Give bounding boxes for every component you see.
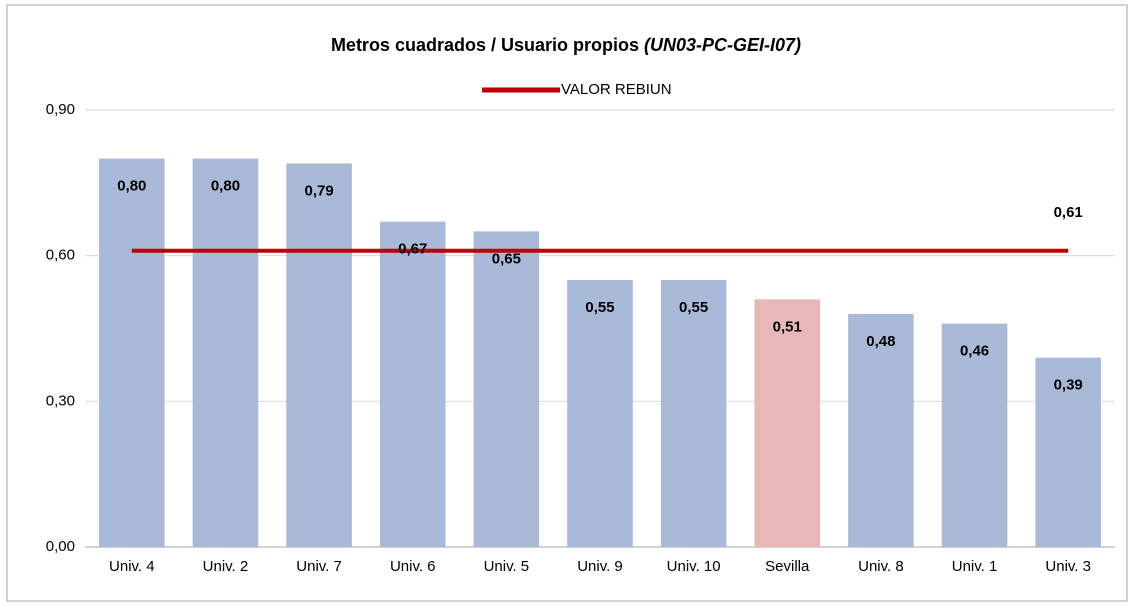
x-tick-label: Sevilla xyxy=(765,558,810,575)
data-label: 0,46 xyxy=(960,343,989,360)
chart-title: Metros cuadrados / Usuario propios (UN03… xyxy=(331,35,801,55)
reference-label: 0,61 xyxy=(1054,204,1083,221)
data-label: 0,55 xyxy=(679,299,708,316)
data-label: 0,48 xyxy=(866,333,895,350)
data-label: 0,80 xyxy=(117,178,146,195)
bar xyxy=(99,158,165,548)
x-tick-label: Univ. 7 xyxy=(296,558,342,575)
y-tick-label: 0,90 xyxy=(46,101,75,118)
y-tick-label: 0,60 xyxy=(46,247,75,264)
data-label: 0,51 xyxy=(773,318,802,335)
x-tick-label: Univ. 1 xyxy=(952,558,998,575)
data-label: 0,39 xyxy=(1054,377,1083,394)
title-code: (UN03-PC-GEI-I07) xyxy=(644,35,801,55)
x-tick-label: Univ. 3 xyxy=(1045,558,1091,575)
x-tick-label: Univ. 10 xyxy=(667,558,721,575)
legend-label: VALOR REBIUN xyxy=(561,81,672,98)
data-label: 0,65 xyxy=(492,250,521,267)
bar xyxy=(567,279,633,547)
bar xyxy=(286,163,352,547)
bar xyxy=(1035,357,1101,547)
title-main: Metros cuadrados / Usuario propios xyxy=(331,35,639,55)
y-tick-label: 0,00 xyxy=(46,538,75,555)
bar xyxy=(848,313,914,547)
data-label: 0,55 xyxy=(585,299,614,316)
x-tick-label: Univ. 4 xyxy=(109,558,155,575)
data-label: 0,80 xyxy=(211,178,240,195)
bar xyxy=(379,221,446,547)
x-tick-label: Univ. 6 xyxy=(390,558,436,575)
bar xyxy=(941,323,1008,547)
data-label: 0,79 xyxy=(304,182,333,199)
x-tick-label: Univ. 9 xyxy=(577,558,623,575)
x-tick-label: Univ. 8 xyxy=(858,558,904,575)
bar xyxy=(660,279,727,547)
bar xyxy=(473,231,540,547)
y-tick-label: 0,30 xyxy=(46,392,75,409)
x-tick-label: Univ. 5 xyxy=(484,558,530,575)
bar xyxy=(192,158,259,548)
data-label: 0,67 xyxy=(398,241,427,258)
x-tick-label: Univ. 2 xyxy=(203,558,249,575)
bar xyxy=(754,299,821,547)
